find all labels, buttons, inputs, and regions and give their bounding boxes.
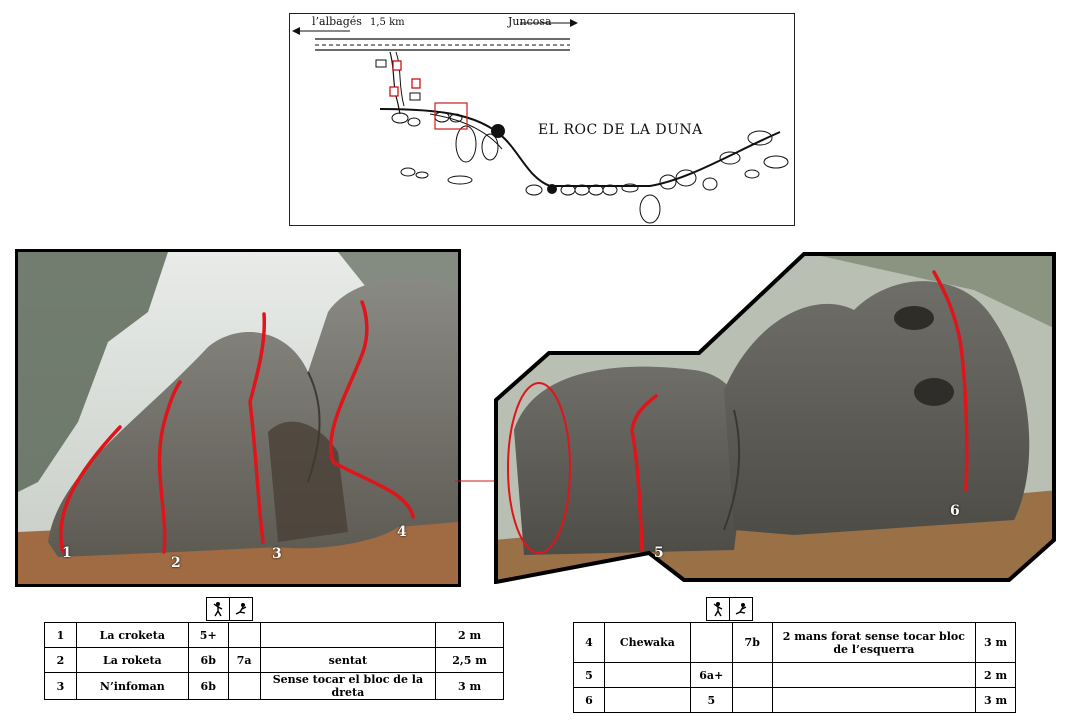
table-row: 1 La croketa 5+ 2 m <box>44 622 504 648</box>
arrow-right-icon <box>570 19 578 27</box>
route-notes: 2 mans forat sense tocar bloc de l’esque… <box>771 622 977 663</box>
route-label: 6 <box>950 503 960 519</box>
arrow-left-icon <box>292 27 300 35</box>
route-notes: Sense tocar el bloc de la dreta <box>259 672 437 700</box>
start-type-icons-left <box>206 597 253 621</box>
route-label: 5 <box>654 545 664 561</box>
route-grade-sit: 7a <box>227 647 261 673</box>
route-grade: 6a+ <box>689 662 733 688</box>
sit-start-icon <box>730 598 752 620</box>
route-name: N’infoman <box>75 672 189 700</box>
map-label-albages: l’albagés <box>312 15 362 28</box>
table-row: 4 Chewaka 7b 2 mans forat sense tocar bl… <box>573 622 1016 663</box>
photo-right-drawing <box>494 252 1056 585</box>
route-label: 3 <box>272 546 282 562</box>
standing-climber-icon <box>707 598 730 620</box>
route-notes <box>259 622 437 648</box>
route-label: 1 <box>62 545 72 561</box>
table-row: 6 5 3 m <box>573 687 1016 713</box>
photo-left-drawing <box>18 252 458 584</box>
route-notes <box>771 662 977 688</box>
parking-icon <box>392 60 402 71</box>
route-number: 3 <box>44 672 77 700</box>
route-number: 2 <box>44 647 77 673</box>
route-number: 5 <box>573 662 605 688</box>
table-row: 3 N’infoman 6b Sense tocar el bloc de la… <box>44 672 504 700</box>
route-grade: 6b <box>187 672 229 700</box>
sit-start-icon <box>230 598 252 620</box>
standing-climber-icon <box>207 598 230 620</box>
map-label-distance: 1,5 km <box>370 17 405 28</box>
boulder-photo-left: 1 2 3 4 <box>15 249 461 587</box>
map-title: EL ROC DE LA DUNA <box>538 122 703 138</box>
route-notes: sentat <box>259 647 437 673</box>
route-notes <box>771 687 977 713</box>
route-number: 1 <box>44 622 77 648</box>
route-height: 2 m <box>975 662 1016 688</box>
route-name <box>603 662 691 688</box>
route-height: 2,5 m <box>435 647 504 673</box>
routes-table-left: 1 La croketa 5+ 2 m 2 La roketa 6b 7a se… <box>44 622 504 700</box>
route-height: 3 m <box>975 622 1016 663</box>
route-grade <box>689 622 733 663</box>
route-height: 2 m <box>435 622 504 648</box>
route-name: La croketa <box>75 622 189 648</box>
table-row: 2 La roketa 6b 7a sentat 2,5 m <box>44 647 504 673</box>
map-drawing <box>292 19 789 224</box>
map-label-juncosa: Juncosa <box>508 15 552 28</box>
parking-icon <box>411 78 421 89</box>
route-grade: 5 <box>689 687 733 713</box>
route-height: 3 m <box>435 672 504 700</box>
route-label: 4 <box>397 524 407 540</box>
route-height: 3 m <box>975 687 1016 713</box>
start-type-icons-right <box>706 597 753 621</box>
route-number: 6 <box>573 687 605 713</box>
route-grade: 5+ <box>187 622 229 648</box>
route-grade: 6b <box>187 647 229 673</box>
route-number: 4 <box>573 622 605 663</box>
sector-highlight-box <box>434 102 468 130</box>
approach-map: l’albagés 1,5 km Juncosa EL ROC DE LA DU… <box>289 13 795 226</box>
routes-table-right: 4 Chewaka 7b 2 mans forat sense tocar bl… <box>573 622 1016 713</box>
route-label: 2 <box>171 555 181 571</box>
route-name <box>603 687 691 713</box>
parking-icon <box>389 86 399 97</box>
table-row: 5 6a+ 2 m <box>573 662 1016 688</box>
route-grade-sit: 7b <box>731 622 773 663</box>
route-grade-sit <box>227 672 261 700</box>
route-name: Chewaka <box>603 622 691 663</box>
route-grade-sit <box>227 622 261 648</box>
route-name: La roketa <box>75 647 189 673</box>
route-grade-sit <box>731 662 773 688</box>
boulder-photo-right: 5 6 <box>494 250 1058 585</box>
route-grade-sit <box>731 687 773 713</box>
